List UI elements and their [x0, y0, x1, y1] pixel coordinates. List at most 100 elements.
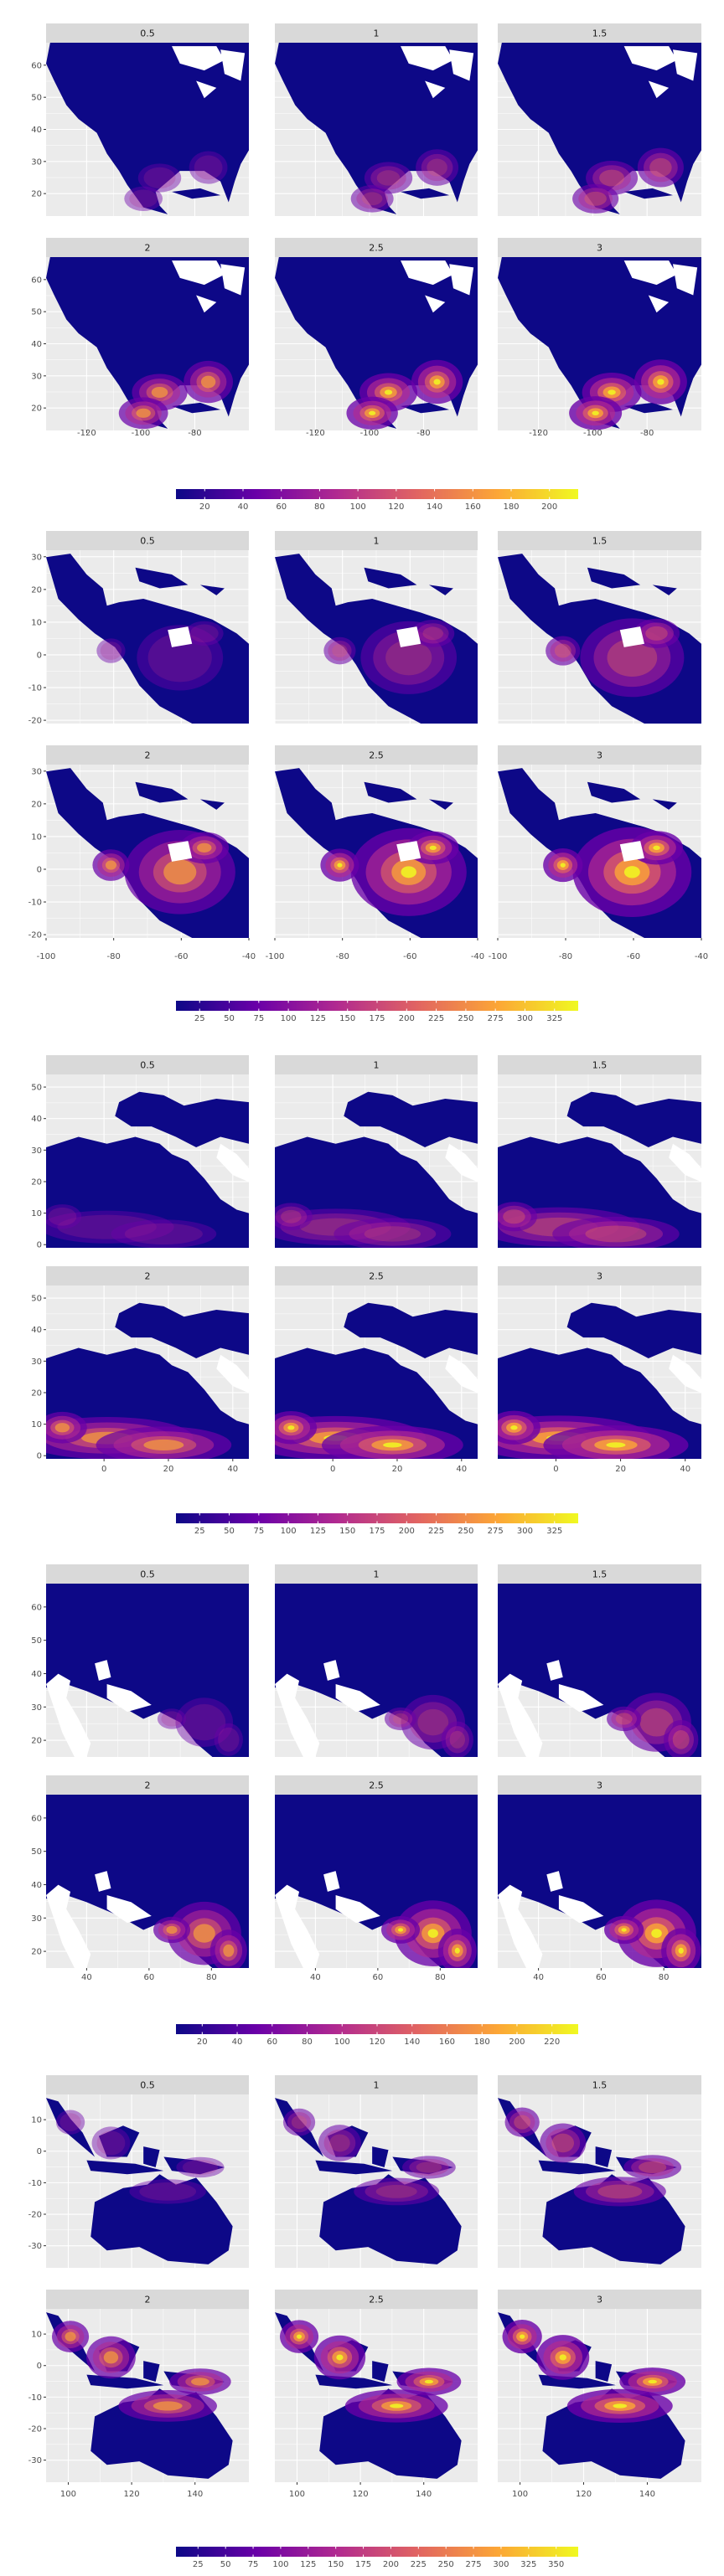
colorbar-tick-label: 200 [541, 502, 557, 512]
x-tick-label: -100 [583, 429, 602, 438]
colorbar-tick-label: 225 [411, 2560, 427, 2569]
facet-label: 3 [597, 243, 602, 254]
facet-strip [498, 1266, 701, 1285]
facet-panel: 1.5 [498, 23, 701, 216]
land-raster [275, 257, 478, 429]
heat-zone [643, 152, 678, 183]
water-body [669, 1354, 701, 1394]
heat-zone [668, 1724, 695, 1754]
colorbar-tick-label: 175 [369, 1014, 385, 1023]
y-tick-label: 30 [31, 1914, 42, 1924]
land-raster [275, 2312, 462, 2479]
map-layer [46, 1302, 249, 1459]
heat-zone [606, 1706, 642, 1732]
y-tick-label: 20 [31, 1177, 42, 1187]
map-layer [275, 257, 478, 430]
colorbar [176, 1001, 578, 1011]
water-body [445, 1143, 478, 1182]
colorbar-tick-label: 40 [232, 2038, 243, 2047]
x-tick-label: 40 [310, 1973, 321, 1982]
x-tick-label: 100 [289, 2490, 305, 2499]
facet-panel: 1 [274, 531, 478, 724]
heat-zone [664, 1719, 699, 1757]
map-layer [275, 2312, 462, 2479]
heat-zone [592, 410, 599, 415]
heat-zone [623, 866, 640, 878]
heat-zone [498, 1202, 537, 1232]
heat-zone [218, 1727, 240, 1752]
colorbar-tick-label: 60 [266, 2038, 277, 2047]
x-tick-label: 140 [416, 2490, 432, 2499]
heat-zone [191, 2378, 209, 2386]
y-tick-label: 30 [31, 767, 42, 776]
heat-zone [645, 626, 668, 641]
water-body [46, 1660, 152, 1757]
land-raster [275, 2098, 462, 2264]
map-layer [275, 768, 478, 938]
facet-strip [498, 1775, 701, 1795]
y-tick-label: 50 [31, 1295, 42, 1304]
heat-zone [175, 1698, 234, 1747]
facet-panel: 0.5 0 10 20 30 40 50 [31, 1055, 249, 1250]
x-tick-label: -100 [37, 952, 56, 961]
colorbar-tick-label: 40 [238, 502, 249, 512]
map-layer [275, 554, 478, 724]
facet-strip [498, 23, 701, 43]
y-tick-label: 30 [31, 1358, 42, 1367]
heat-zone [597, 2184, 643, 2199]
colorbar-tick-label: 100 [281, 1527, 297, 1536]
land-raster [46, 2312, 233, 2479]
heat-zone [572, 183, 619, 214]
water-body [396, 841, 421, 862]
heat-zone [578, 188, 613, 210]
colorbar-tick-label: 75 [253, 1527, 264, 1536]
heat-zone [137, 625, 224, 691]
heat-zone [417, 1708, 449, 1736]
facet-label: 2 [145, 750, 151, 761]
facet-panel: 3 100 120 140 [498, 2290, 701, 2499]
colorbar-tick-label: 25 [193, 2560, 204, 2569]
x-tick-label: -80 [188, 429, 201, 438]
heat-zone [124, 186, 163, 211]
water-body [396, 626, 421, 647]
colorbar-tick-label: 325 [520, 2560, 536, 2569]
facet-label: 2.5 [369, 750, 384, 761]
map-layer [275, 2098, 462, 2264]
y-tick-label: -30 [28, 2242, 42, 2251]
colorbar-tick-label: 250 [438, 2560, 454, 2569]
colorbar-tick-label: 220 [544, 2038, 560, 2047]
chart-block-5: 0.5 -30 -20 -10 0 10 1 1.5 2 -30 -20 -10 0 10 100 120 14… [28, 2075, 701, 2569]
heat-zone [550, 640, 577, 662]
heat-zone [639, 1708, 674, 1737]
facet-panel: 0.5 -20 -10 0 10 20 30 [28, 531, 250, 726]
heat-zone [560, 863, 566, 868]
y-tick-label: 20 [31, 404, 42, 414]
map-layer [46, 768, 249, 938]
map-layer [46, 2312, 233, 2479]
facet-strip [275, 23, 478, 43]
heat-zone [401, 866, 416, 878]
heat-zone [427, 1929, 438, 1938]
colorbar-tick-label: 160 [465, 502, 481, 512]
colorbar-tick-label: 125 [310, 1527, 326, 1536]
heat-zone [421, 153, 453, 182]
facet-panel: 1.5 [498, 1564, 701, 1757]
y-tick-label: 20 [31, 800, 42, 809]
y-tick-label: 40 [31, 1670, 42, 1679]
facet-strip [275, 1775, 478, 1795]
heat-zone [281, 1209, 302, 1224]
heat-zone [137, 163, 182, 193]
land-raster [275, 43, 478, 214]
heat-zone [151, 386, 168, 398]
y-tick-label: 30 [31, 553, 42, 562]
facet-panel: 1.5 [497, 531, 702, 724]
y-tick-label: 10 [31, 832, 42, 842]
x-tick-label: 140 [639, 2490, 655, 2499]
heat-zone [606, 1442, 626, 1448]
map-layer [498, 43, 701, 214]
y-tick-label: 0 [37, 1241, 42, 1250]
y-tick-label: 30 [31, 372, 42, 381]
